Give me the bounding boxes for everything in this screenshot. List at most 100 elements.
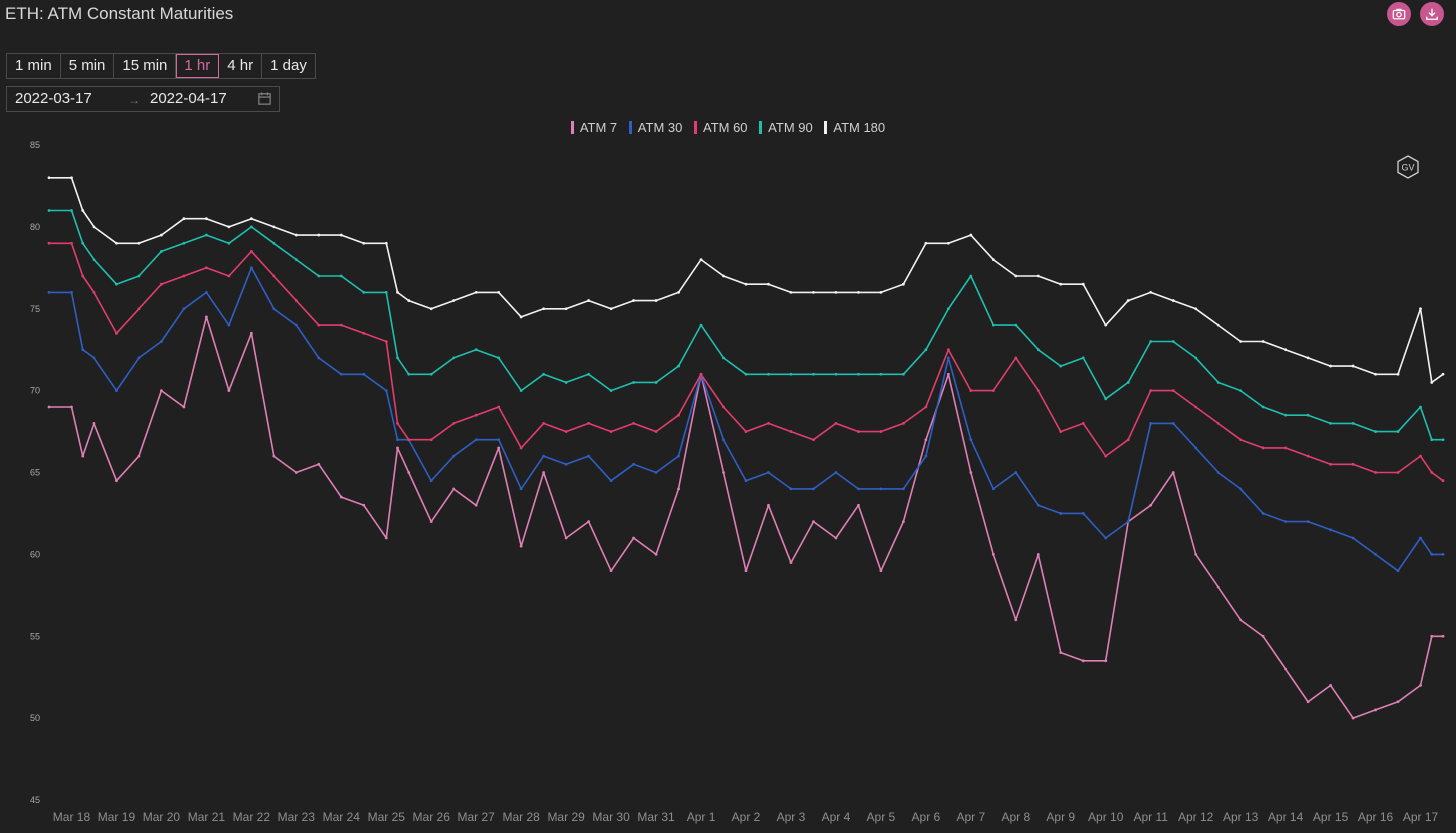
data-point bbox=[70, 176, 73, 180]
series-line-atm-60[interactable] bbox=[49, 242, 1444, 482]
download-button[interactable] bbox=[1420, 2, 1444, 26]
data-point bbox=[587, 299, 591, 302]
camera-button[interactable] bbox=[1387, 2, 1411, 26]
data-point bbox=[92, 258, 96, 262]
data-point bbox=[924, 454, 928, 458]
data-point bbox=[339, 495, 343, 499]
legend-item-atm-7[interactable]: ATM 7 bbox=[570, 120, 618, 135]
data-point bbox=[1036, 348, 1040, 352]
data-point bbox=[901, 372, 905, 376]
data-point bbox=[317, 323, 321, 327]
data-point bbox=[1351, 536, 1355, 540]
start-date-input[interactable]: 2022-03-17 bbox=[15, 90, 92, 107]
interval-1day-button[interactable]: 1 day bbox=[270, 57, 307, 74]
data-point bbox=[1036, 503, 1040, 507]
data-point bbox=[204, 266, 208, 270]
camera-icon bbox=[1392, 8, 1406, 20]
legend-item-atm-90[interactable]: ATM 90 bbox=[759, 120, 813, 135]
data-point bbox=[1284, 520, 1288, 524]
data-point bbox=[1171, 299, 1175, 302]
data-point bbox=[1284, 446, 1288, 450]
data-point bbox=[92, 290, 96, 294]
data-point bbox=[1171, 421, 1175, 425]
data-point bbox=[70, 209, 73, 212]
data-point bbox=[294, 323, 298, 327]
data-point bbox=[722, 438, 725, 442]
x-tick-label: Apr 5 bbox=[867, 810, 896, 824]
legend-label: ATM 7 bbox=[579, 120, 618, 135]
data-point bbox=[722, 274, 725, 278]
y-tick-label: 80 bbox=[30, 222, 40, 232]
data-point bbox=[362, 331, 366, 335]
data-point bbox=[294, 299, 298, 302]
data-point bbox=[81, 209, 85, 212]
data-point bbox=[1419, 683, 1422, 687]
interval-1min-button[interactable]: 1 min bbox=[7, 54, 61, 78]
x-tick-label: Mar 31 bbox=[637, 810, 675, 824]
x-tick-label: Mar 26 bbox=[413, 810, 451, 824]
data-point bbox=[384, 241, 388, 245]
data-point bbox=[564, 462, 568, 466]
data-point bbox=[182, 405, 186, 409]
interval-5min-button[interactable]: 5 min bbox=[61, 54, 115, 78]
data-point bbox=[677, 290, 680, 294]
data-point bbox=[632, 299, 635, 302]
x-tick-label: Apr 13 bbox=[1223, 810, 1259, 824]
data-point bbox=[1104, 536, 1108, 540]
data-point bbox=[1081, 421, 1085, 425]
legend-item-atm-30[interactable]: ATM 30 bbox=[628, 120, 682, 135]
data-point bbox=[1081, 282, 1085, 286]
data-point bbox=[812, 372, 815, 376]
data-point bbox=[407, 372, 411, 376]
calendar-icon[interactable] bbox=[257, 91, 272, 106]
data-point bbox=[272, 241, 276, 245]
data-point bbox=[182, 241, 186, 245]
series-line-atm-30[interactable] bbox=[49, 267, 1443, 572]
data-point bbox=[204, 233, 208, 237]
interval-15min-button[interactable]: 15 min bbox=[114, 54, 177, 78]
data-point bbox=[1441, 479, 1445, 483]
legend-label: ATM 60 bbox=[702, 120, 748, 135]
data-point bbox=[1419, 536, 1422, 540]
data-point bbox=[879, 372, 883, 376]
data-point bbox=[767, 421, 770, 425]
data-point bbox=[339, 233, 343, 237]
data-point bbox=[1216, 323, 1220, 327]
data-point bbox=[1149, 503, 1153, 507]
data-point bbox=[879, 290, 883, 294]
legend-swatch bbox=[693, 121, 697, 134]
data-point bbox=[497, 446, 501, 450]
data-point bbox=[1216, 471, 1220, 474]
x-tick-label: Apr 9 bbox=[1046, 810, 1075, 824]
data-point bbox=[789, 430, 793, 433]
data-point bbox=[834, 372, 838, 376]
page-title: ETH: ATM Constant Maturities bbox=[5, 4, 234, 23]
data-point bbox=[1081, 512, 1085, 515]
interval-1hr-button[interactable]: 1 hr bbox=[176, 54, 220, 78]
data-point bbox=[857, 487, 860, 491]
data-point bbox=[812, 487, 815, 491]
data-point bbox=[767, 471, 770, 474]
data-point bbox=[497, 405, 501, 409]
series-line-atm-180[interactable] bbox=[49, 177, 1444, 384]
y-tick-label: 65 bbox=[30, 468, 40, 478]
data-point bbox=[115, 389, 118, 393]
legend-item-atm-60[interactable]: ATM 60 bbox=[693, 120, 748, 135]
interval-4hr-button[interactable]: 4 hr bbox=[219, 54, 263, 78]
data-point bbox=[317, 274, 321, 278]
date-range-picker[interactable]: 2022-03-17 → 2022-04-17 bbox=[6, 86, 280, 112]
data-point bbox=[542, 307, 546, 311]
gv-logo-text: GV bbox=[1401, 163, 1414, 173]
series-line-atm-90[interactable] bbox=[49, 209, 1443, 441]
data-point bbox=[497, 438, 501, 442]
x-tick-label: Apr 16 bbox=[1358, 810, 1394, 824]
data-point bbox=[722, 471, 725, 474]
legend-swatch bbox=[570, 121, 574, 134]
chart-legend: ATM 7 ATM 30 ATM 60 ATM 90 ATM 180 bbox=[0, 120, 1456, 137]
series-line-atm-7[interactable] bbox=[49, 316, 1443, 719]
end-date-input[interactable]: 2022-04-17 bbox=[150, 90, 227, 107]
legend-item-atm-180[interactable]: ATM 180 bbox=[824, 120, 885, 135]
data-point bbox=[1194, 307, 1198, 311]
data-point bbox=[1171, 471, 1175, 474]
data-point bbox=[294, 233, 298, 237]
